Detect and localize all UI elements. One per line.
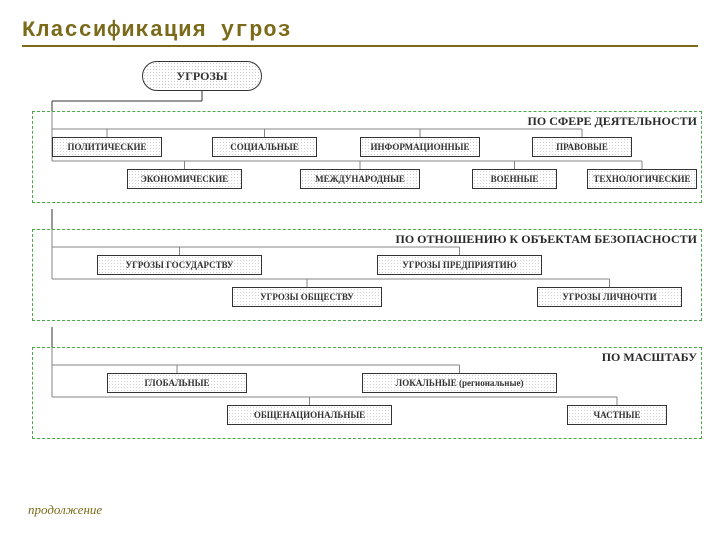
- node: ИНФОРМАЦИОННЫЕ: [360, 137, 480, 157]
- node: МЕЖДУНАРОДНЫЕ: [300, 169, 420, 189]
- group-title: ПО СФЕРЕ ДЕЯТЕЛЬНОСТИ: [528, 114, 697, 129]
- node: ТЕХНОЛОГИЧЕСКИЕ: [587, 169, 697, 189]
- node: ПОЛИТИЧЕСКИЕ: [52, 137, 162, 157]
- footer-text: продолжение: [28, 502, 102, 518]
- node: СОЦИАЛЬНЫЕ: [212, 137, 317, 157]
- diagram-area: УГРОЗЫ ПО СФЕРЕ ДЕЯТЕЛЬНОСТИ ПОЛИТИЧЕСКИЕ…: [22, 61, 698, 491]
- node: ЧАСТНЫЕ: [567, 405, 667, 425]
- node: ЭКОНОМИЧЕСКИЕ: [127, 169, 242, 189]
- node: ВОЕННЫЕ: [472, 169, 557, 189]
- root-node: УГРОЗЫ: [142, 61, 262, 91]
- group-title: ПО ОТНОШЕНИЮ К ОБЪЕКТАМ БЕЗОПАСНОСТИ: [396, 232, 697, 247]
- node: УГРОЗЫ ГОСУДАРСТВУ: [97, 255, 262, 275]
- title-underline: [22, 45, 698, 47]
- node: УГРОЗЫ ОБЩЕСТВУ: [232, 287, 382, 307]
- node: УГРОЗЫ ПРЕДПРИЯТИЮ: [377, 255, 542, 275]
- node: ОБЩЕНАЦИОНАЛЬНЫЕ: [227, 405, 392, 425]
- node: ЛОКАЛЬНЫЕ (региональные): [362, 373, 557, 393]
- group-box: ПО СФЕРЕ ДЕЯТЕЛЬНОСТИ: [32, 111, 702, 203]
- node: ГЛОБАЛЬНЫЕ: [107, 373, 247, 393]
- page-title: Классификация угроз: [22, 18, 698, 43]
- group-box: ПО ОТНОШЕНИЮ К ОБЪЕКТАМ БЕЗОПАСНОСТИ: [32, 229, 702, 321]
- group-box: ПО МАСШТАБУ: [32, 347, 702, 439]
- node: УГРОЗЫ ЛИЧНОЧТИ: [537, 287, 682, 307]
- node: ПРАВОВЫЕ: [532, 137, 632, 157]
- group-title: ПО МАСШТАБУ: [602, 350, 697, 365]
